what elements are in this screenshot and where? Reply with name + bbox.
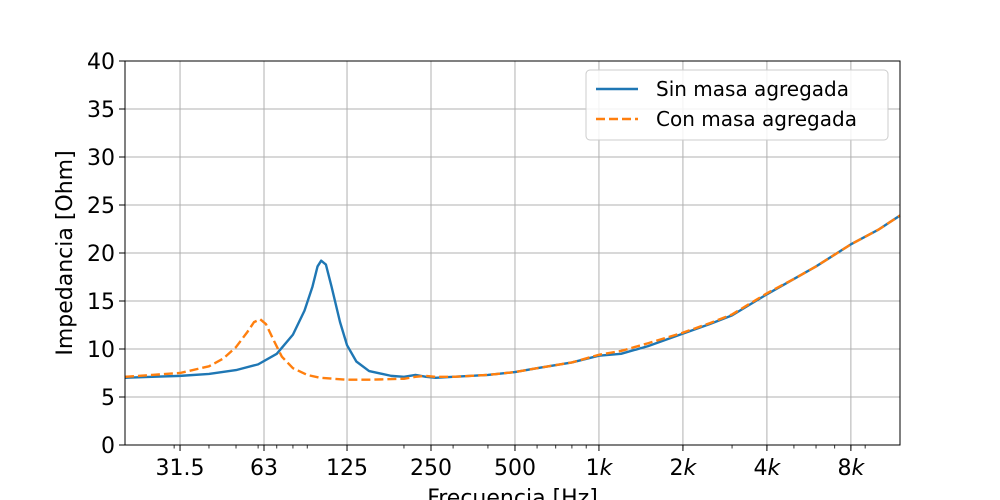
plot-lines (124, 214, 901, 381)
y-tick-label: 5 (101, 386, 115, 411)
y-tick-label: 30 (87, 146, 115, 171)
x-tick-label: 125 (326, 456, 368, 481)
x-tick-label: 63 (250, 456, 278, 481)
grid (125, 60, 900, 446)
y-tick-label: 10 (87, 338, 115, 363)
y-tick-label: 25 (87, 194, 115, 219)
y-tick-label: 0 (101, 434, 115, 459)
series-line-0 (124, 214, 901, 379)
x-tick-label: 31.5 (156, 456, 205, 481)
legend-box (585, 69, 889, 141)
x-tick-label: 250 (410, 456, 452, 481)
x-tick-label: 2k (670, 456, 698, 481)
y-tick-label: 20 (87, 242, 115, 267)
y-tick-label: 35 (87, 98, 115, 123)
legend: Sin masa agregada Con masa agregada (585, 69, 889, 141)
axis-ticks: 0 5 10 15 20 25 30 35 40 31.5 63 125 250 500 1k 2k 4k 8k (87, 50, 866, 481)
series-line-1 (124, 214, 901, 381)
x-tick-label: 8k (838, 456, 866, 481)
x-axis-label: Frecuencia [Hz] (427, 486, 598, 500)
x-tick-label: 4k (754, 456, 782, 481)
legend-entry-sin-masa: Sin masa agregada (656, 77, 849, 101)
y-axis-label: Impedancia [Ohm] (53, 150, 78, 355)
y-tick-label: 40 (87, 50, 115, 75)
x-tick-label: 500 (494, 456, 536, 481)
legend-entry-con-masa: Con masa agregada (656, 107, 857, 131)
x-tick-label: 1k (586, 456, 614, 481)
y-tick-label: 15 (87, 290, 115, 315)
